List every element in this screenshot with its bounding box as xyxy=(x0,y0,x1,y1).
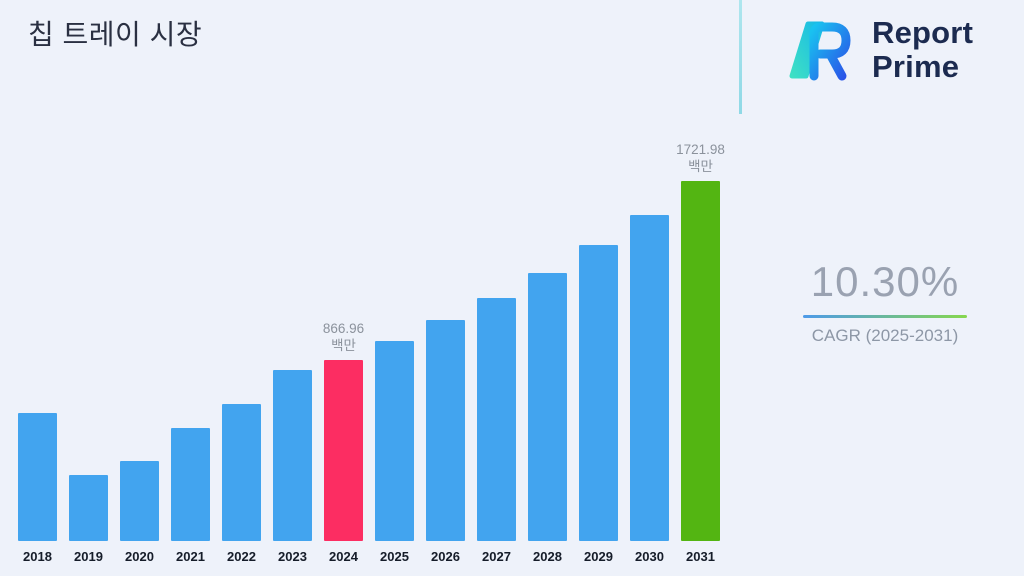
logo-word-prime: Prime xyxy=(872,49,960,84)
cagr-underline-divider xyxy=(803,315,967,318)
bar-group-2025: 2025 xyxy=(375,124,414,564)
bar-group-2024: 866.96 백만 2024 xyxy=(322,124,365,564)
bar-2023 xyxy=(273,370,312,541)
bar-2019 xyxy=(69,475,108,541)
bar-group-2020: 2020 xyxy=(120,124,159,564)
cagr-label: CAGR (2025-2031) xyxy=(811,326,959,345)
bar-2021 xyxy=(171,428,210,541)
bar-group-2031: 1721.98 백만 2031 xyxy=(676,124,725,564)
cagr-value: 10.30% xyxy=(810,258,960,305)
bar-2022 xyxy=(222,404,261,541)
bar-group-2028: 2028 xyxy=(528,124,567,564)
report-prime-logo: Report Prime xyxy=(776,10,973,90)
x-axis-label-2018: 2018 xyxy=(23,549,52,564)
bar-2018 xyxy=(18,413,57,541)
page-title: 칩 트레이 시장 xyxy=(28,19,203,50)
report-prime-logo-icon xyxy=(789,21,851,81)
bar-group-2023: 2023 xyxy=(273,124,312,564)
x-axis-label-2023: 2023 xyxy=(278,549,307,564)
logo-wordmark: Report Prime xyxy=(872,14,974,84)
x-axis-label-2028: 2028 xyxy=(533,549,562,564)
bar-2027 xyxy=(477,298,516,541)
bar-2028 xyxy=(528,273,567,541)
x-axis-label-2026: 2026 xyxy=(431,549,460,564)
bar-2030 xyxy=(630,215,669,541)
bar-group-2021: 2021 xyxy=(171,124,210,564)
bar-2024 xyxy=(324,360,363,541)
bar-group-2022: 2022 xyxy=(222,124,261,564)
bar-group-2030: 2030 xyxy=(630,124,669,564)
bar-2025 xyxy=(375,341,414,541)
x-axis-label-2021: 2021 xyxy=(176,549,205,564)
x-axis-label-2031: 2031 xyxy=(686,549,715,564)
bar-group-2019: 2019 xyxy=(69,124,108,564)
x-axis-label-2020: 2020 xyxy=(125,549,154,564)
bar-2031 xyxy=(681,181,720,541)
bar-2026 xyxy=(426,320,465,541)
x-axis-label-2022: 2022 xyxy=(227,549,256,564)
x-axis-label-2030: 2030 xyxy=(635,549,664,564)
x-axis-label-2024: 2024 xyxy=(329,549,358,564)
bar-chart: 2018 2019 2020 2021 2022 2023 866.96 백만 2024 2025… xyxy=(18,124,725,564)
bar-group-2027: 2027 xyxy=(477,124,516,564)
cagr-panel: 10.30% CAGR (2025-2031) xyxy=(790,258,980,346)
header-divider xyxy=(739,0,742,114)
bar-value-label-2024: 866.96 백만 xyxy=(322,320,365,354)
x-axis-label-2025: 2025 xyxy=(380,549,409,564)
x-axis-label-2029: 2029 xyxy=(584,549,613,564)
bar-2020 xyxy=(120,461,159,541)
bar-group-2026: 2026 xyxy=(426,124,465,564)
bar-2029 xyxy=(579,245,618,541)
bar-value-label-2031: 1721.98 백만 xyxy=(676,141,725,175)
x-axis-label-2027: 2027 xyxy=(482,549,511,564)
x-axis-label-2019: 2019 xyxy=(74,549,103,564)
bar-group-2018: 2018 xyxy=(18,124,57,564)
logo-word-report: Report xyxy=(872,14,974,50)
bar-group-2029: 2029 xyxy=(579,124,618,564)
